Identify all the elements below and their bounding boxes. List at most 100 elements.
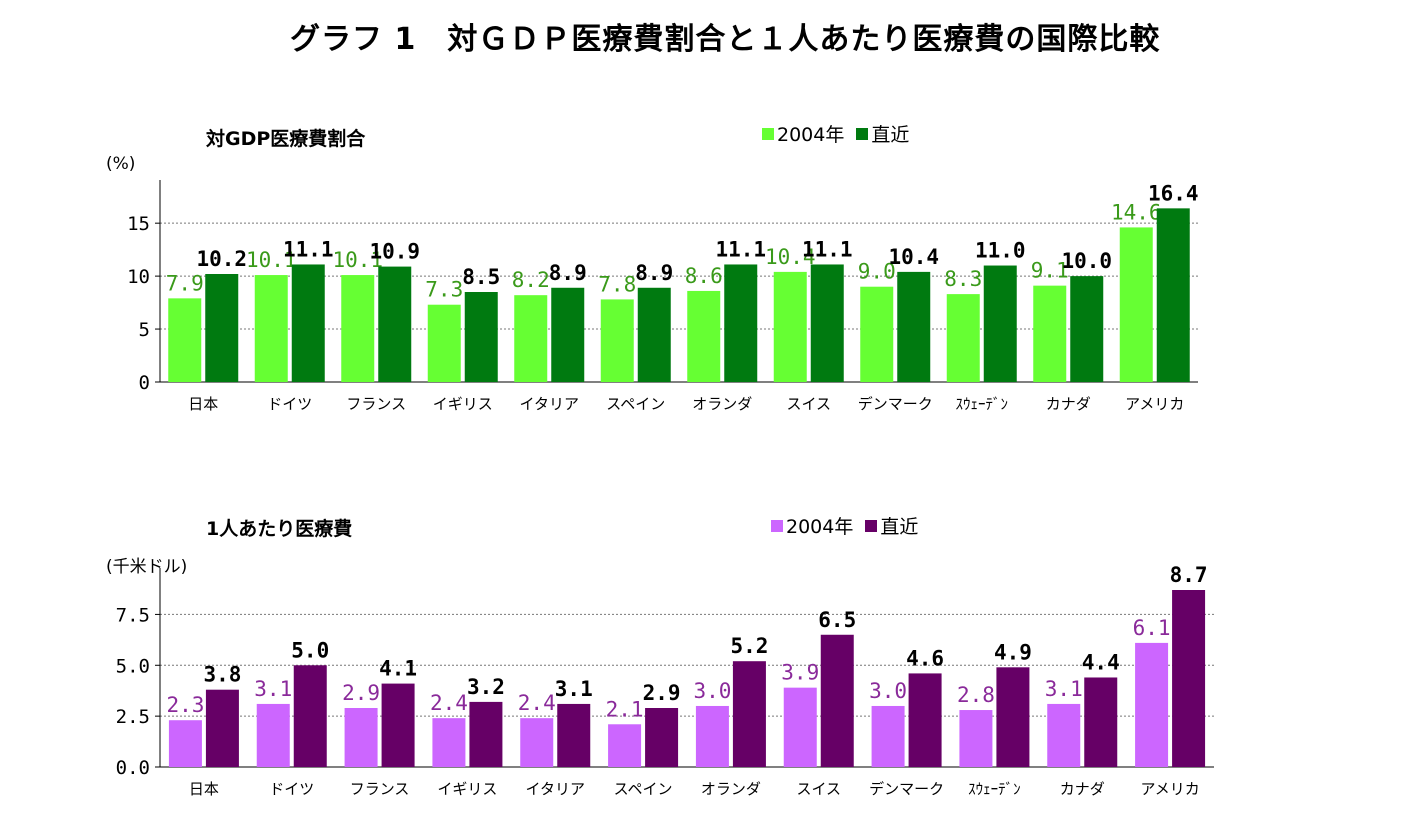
data-label-recent: 4.4 (1082, 650, 1120, 674)
data-label-recent: 11.1 (802, 237, 853, 261)
data-label-recent: 6.5 (818, 608, 856, 632)
y-tick-label: 15 (127, 213, 150, 235)
legend-swatch-2004 (762, 127, 774, 140)
x-tick-label: イタリア (520, 395, 579, 413)
data-label-2004: 3.9 (781, 661, 819, 685)
data-label-2004: 3.0 (693, 679, 731, 703)
x-tick-label: アメリカ (1140, 780, 1199, 798)
data-label-2004: 2.3 (166, 693, 204, 717)
data-label-2004: 10.1 (246, 248, 297, 272)
page-title: グラフ 1 対ＧＤＰ医療費割合と１人あたり医療費の国際比較 (290, 22, 1161, 57)
bar-recent (908, 673, 942, 767)
data-label-2004: 3.0 (869, 679, 907, 703)
data-label-recent: 4.1 (379, 657, 417, 681)
bar-recent (378, 266, 412, 382)
x-tick-label: イギリス (437, 780, 497, 798)
x-tick-label: イタリア (526, 780, 585, 798)
bar-recent (381, 683, 415, 767)
bar-2004 (256, 703, 290, 767)
bar-2004 (254, 275, 288, 382)
chart-title-per-capita: 1人あたり医療費 (206, 518, 353, 540)
bar-2004 (1047, 703, 1081, 767)
legend-label-recent: 直近 (880, 516, 919, 538)
bar-2004 (1033, 285, 1067, 382)
bar-recent (1156, 208, 1190, 382)
data-label-recent: 5.2 (730, 634, 768, 658)
bar-recent (1172, 590, 1206, 767)
legend-label-2004: 2004年 (777, 124, 845, 146)
data-label-2004: 8.6 (685, 264, 723, 288)
bar-recent (637, 287, 671, 382)
bar-recent (1070, 276, 1104, 382)
x-tick-label: オランダ (692, 395, 752, 413)
bar-2004 (1119, 227, 1153, 382)
y-tick-label: 5.0 (116, 655, 150, 677)
bar-2004 (514, 295, 548, 382)
data-label-2004: 2.9 (342, 681, 380, 705)
data-label-2004: 10.1 (332, 248, 383, 272)
bar-2004 (608, 724, 642, 767)
bar-recent (469, 701, 503, 767)
bar-recent (551, 287, 585, 382)
bar-recent (291, 264, 325, 382)
data-label-recent: 16.4 (1148, 181, 1199, 205)
bar-2004 (341, 275, 375, 382)
legend-swatch-2004 (771, 519, 783, 532)
bar-2004 (168, 720, 202, 767)
data-label-2004: 3.1 (1045, 677, 1083, 701)
bar-2004 (959, 710, 993, 767)
y-tick-label: 0.0 (116, 757, 150, 779)
data-label-2004: 8.3 (944, 267, 982, 291)
data-label-2004: 8.2 (512, 268, 550, 292)
data-label-recent: 10.2 (196, 247, 247, 271)
x-tick-label: 日本 (188, 395, 218, 413)
bar-2004 (860, 286, 894, 382)
data-label-recent: 8.9 (635, 261, 673, 285)
data-label-recent: 11.1 (715, 237, 766, 261)
legend-gdp-share: 2004年 直近 (762, 120, 921, 147)
y-tick-label: 2.5 (116, 706, 150, 728)
y-tick-label: 7.5 (116, 604, 150, 626)
data-label-2004: 7.9 (166, 271, 204, 295)
legend-item-recent: 直近 (856, 120, 909, 147)
x-tick-label: フランス (350, 780, 410, 798)
bar-recent (996, 667, 1030, 767)
bar-recent (983, 265, 1017, 382)
data-label-recent: 3.1 (555, 677, 593, 701)
data-label-2004: 2.4 (518, 691, 556, 715)
x-tick-label: ｽｳｪｰﾃﾞﾝ (955, 395, 1008, 413)
data-label-2004: 7.3 (425, 278, 463, 302)
x-tick-label: スイス (786, 395, 831, 413)
per-capita-bar-chart: 0.02.55.07.52.33.8日本3.15.0ドイツ2.94.1フランス2… (116, 563, 1214, 798)
bar-2004 (871, 705, 905, 767)
data-label-recent: 4.6 (906, 646, 944, 670)
legend-per-capita: 2004年 直近 (771, 512, 930, 539)
data-label-recent: 11.0 (975, 239, 1026, 263)
x-tick-label: ｽｳｪｰﾃﾞﾝ (968, 780, 1021, 798)
bar-2004 (344, 708, 378, 767)
bar-2004 (432, 718, 466, 767)
x-tick-label: アメリカ (1125, 395, 1184, 413)
data-label-recent: 8.7 (1170, 563, 1208, 587)
x-tick-label: スペイン (614, 780, 673, 798)
bar-2004 (695, 705, 729, 767)
data-label-recent: 3.8 (203, 663, 241, 687)
chart-title-gdp-share: 対GDP医療費割合 (206, 128, 366, 150)
y-tick-label: 0 (139, 372, 150, 394)
x-tick-label: ドイツ (267, 395, 312, 413)
x-tick-label: イギリス (433, 395, 493, 413)
y-unit-gdp-share: (%) (106, 154, 136, 174)
bar-recent (645, 708, 679, 767)
bar-recent (293, 665, 327, 767)
data-label-2004: 6.1 (1133, 616, 1171, 640)
bar-recent (1084, 677, 1118, 767)
data-label-recent: 3.2 (467, 675, 505, 699)
data-label-recent: 10.4 (888, 245, 939, 269)
x-tick-label: フランス (346, 395, 406, 413)
bar-2004 (168, 298, 202, 382)
x-tick-label: ドイツ (269, 780, 314, 798)
bar-recent (724, 264, 758, 382)
data-label-2004: 9.1 (1031, 259, 1069, 283)
bar-2004 (520, 718, 554, 767)
x-tick-label: スイス (796, 780, 841, 798)
